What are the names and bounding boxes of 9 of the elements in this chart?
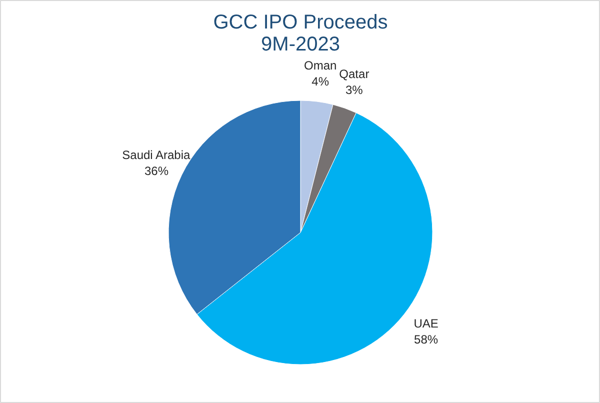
slice-label: Qatar xyxy=(339,66,370,81)
slice-label: Saudi Arabia xyxy=(122,148,191,162)
slice-label: UAE xyxy=(414,316,438,331)
data-label: 3% xyxy=(346,82,364,97)
slice-label: Oman xyxy=(304,58,337,73)
chart-title: GCC IPO Proceeds 9M-2023 xyxy=(213,12,388,56)
data-label: 36% xyxy=(144,164,169,178)
data-label: 58% xyxy=(414,332,438,347)
data-label: 4% xyxy=(312,74,330,89)
